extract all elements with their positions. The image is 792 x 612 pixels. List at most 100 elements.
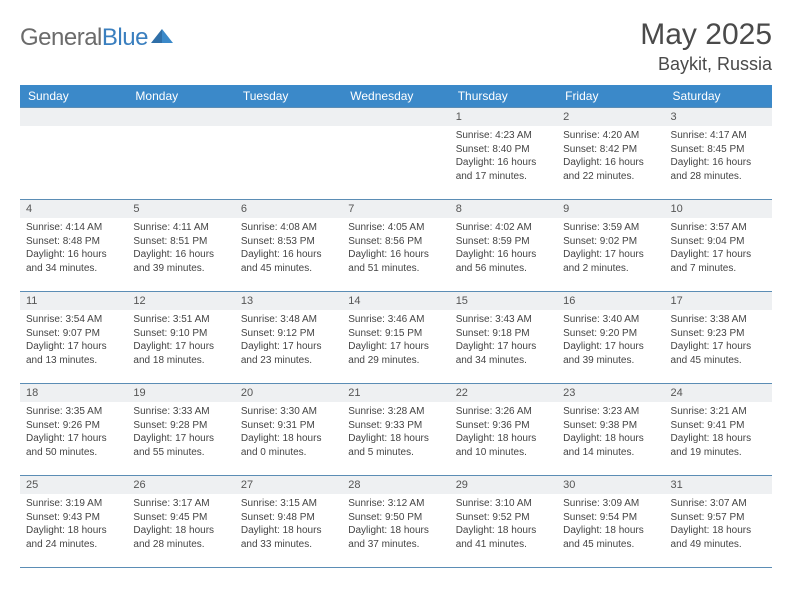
day-number-empty (127, 108, 234, 126)
calendar-cell: 20Sunrise: 3:30 AMSunset: 9:31 PMDayligh… (235, 384, 342, 476)
day-number: 31 (665, 476, 772, 494)
day-number: 18 (20, 384, 127, 402)
weekday-header: Sunday (20, 85, 127, 108)
calendar-cell: 9Sunrise: 3:59 AMSunset: 9:02 PMDaylight… (557, 200, 664, 292)
calendar-cell: 1Sunrise: 4:23 AMSunset: 8:40 PMDaylight… (450, 108, 557, 200)
day-number: 9 (557, 200, 664, 218)
day-number: 13 (235, 292, 342, 310)
calendar-cell: 13Sunrise: 3:48 AMSunset: 9:12 PMDayligh… (235, 292, 342, 384)
calendar-head: SundayMondayTuesdayWednesdayThursdayFrid… (20, 85, 772, 108)
calendar-cell (235, 108, 342, 200)
location: Baykit, Russia (640, 54, 772, 75)
calendar-cell: 12Sunrise: 3:51 AMSunset: 9:10 PMDayligh… (127, 292, 234, 384)
day-details: Sunrise: 3:46 AMSunset: 9:15 PMDaylight:… (342, 310, 449, 371)
weekday-header: Tuesday (235, 85, 342, 108)
weekday-header: Saturday (665, 85, 772, 108)
day-number: 3 (665, 108, 772, 126)
calendar-cell: 5Sunrise: 4:11 AMSunset: 8:51 PMDaylight… (127, 200, 234, 292)
day-number: 23 (557, 384, 664, 402)
month-title: May 2025 (640, 18, 772, 52)
day-details: Sunrise: 3:17 AMSunset: 9:45 PMDaylight:… (127, 494, 234, 555)
day-number: 4 (20, 200, 127, 218)
weekday-header: Wednesday (342, 85, 449, 108)
calendar-cell: 23Sunrise: 3:23 AMSunset: 9:38 PMDayligh… (557, 384, 664, 476)
calendar-cell (127, 108, 234, 200)
calendar-cell: 22Sunrise: 3:26 AMSunset: 9:36 PMDayligh… (450, 384, 557, 476)
day-details: Sunrise: 4:02 AMSunset: 8:59 PMDaylight:… (450, 218, 557, 279)
calendar-cell: 26Sunrise: 3:17 AMSunset: 9:45 PMDayligh… (127, 476, 234, 568)
calendar-cell: 14Sunrise: 3:46 AMSunset: 9:15 PMDayligh… (342, 292, 449, 384)
day-number: 20 (235, 384, 342, 402)
day-details: Sunrise: 3:19 AMSunset: 9:43 PMDaylight:… (20, 494, 127, 555)
calendar-cell: 3Sunrise: 4:17 AMSunset: 8:45 PMDaylight… (665, 108, 772, 200)
day-details: Sunrise: 3:54 AMSunset: 9:07 PMDaylight:… (20, 310, 127, 371)
day-number: 19 (127, 384, 234, 402)
calendar-cell (20, 108, 127, 200)
day-number: 15 (450, 292, 557, 310)
day-details: Sunrise: 3:51 AMSunset: 9:10 PMDaylight:… (127, 310, 234, 371)
calendar-cell: 2Sunrise: 4:20 AMSunset: 8:42 PMDaylight… (557, 108, 664, 200)
day-number: 26 (127, 476, 234, 494)
calendar-table: SundayMondayTuesdayWednesdayThursdayFrid… (20, 85, 772, 568)
calendar-cell: 31Sunrise: 3:07 AMSunset: 9:57 PMDayligh… (665, 476, 772, 568)
day-number: 12 (127, 292, 234, 310)
day-number: 10 (665, 200, 772, 218)
day-details: Sunrise: 3:59 AMSunset: 9:02 PMDaylight:… (557, 218, 664, 279)
calendar-cell: 29Sunrise: 3:10 AMSunset: 9:52 PMDayligh… (450, 476, 557, 568)
day-number: 24 (665, 384, 772, 402)
header: GeneralBlue May 2025 Baykit, Russia (20, 18, 772, 75)
day-number: 11 (20, 292, 127, 310)
calendar-cell: 25Sunrise: 3:19 AMSunset: 9:43 PMDayligh… (20, 476, 127, 568)
day-details: Sunrise: 3:48 AMSunset: 9:12 PMDaylight:… (235, 310, 342, 371)
day-details: Sunrise: 3:38 AMSunset: 9:23 PMDaylight:… (665, 310, 772, 371)
day-details: Sunrise: 3:23 AMSunset: 9:38 PMDaylight:… (557, 402, 664, 463)
day-number: 28 (342, 476, 449, 494)
calendar-cell: 19Sunrise: 3:33 AMSunset: 9:28 PMDayligh… (127, 384, 234, 476)
day-details: Sunrise: 3:15 AMSunset: 9:48 PMDaylight:… (235, 494, 342, 555)
day-details: Sunrise: 3:07 AMSunset: 9:57 PMDaylight:… (665, 494, 772, 555)
brand-logo: GeneralBlue (20, 24, 173, 52)
day-details: Sunrise: 3:26 AMSunset: 9:36 PMDaylight:… (450, 402, 557, 463)
day-details: Sunrise: 4:14 AMSunset: 8:48 PMDaylight:… (20, 218, 127, 279)
day-number: 21 (342, 384, 449, 402)
day-number: 27 (235, 476, 342, 494)
day-number: 6 (235, 200, 342, 218)
day-number: 17 (665, 292, 772, 310)
day-details: Sunrise: 4:08 AMSunset: 8:53 PMDaylight:… (235, 218, 342, 279)
day-details: Sunrise: 3:21 AMSunset: 9:41 PMDaylight:… (665, 402, 772, 463)
day-details: Sunrise: 4:11 AMSunset: 8:51 PMDaylight:… (127, 218, 234, 279)
calendar-cell: 24Sunrise: 3:21 AMSunset: 9:41 PMDayligh… (665, 384, 772, 476)
day-number: 2 (557, 108, 664, 126)
weekday-header: Friday (557, 85, 664, 108)
day-details: Sunrise: 3:09 AMSunset: 9:54 PMDaylight:… (557, 494, 664, 555)
day-details: Sunrise: 3:30 AMSunset: 9:31 PMDaylight:… (235, 402, 342, 463)
calendar-cell: 17Sunrise: 3:38 AMSunset: 9:23 PMDayligh… (665, 292, 772, 384)
day-number: 14 (342, 292, 449, 310)
day-details: Sunrise: 3:40 AMSunset: 9:20 PMDaylight:… (557, 310, 664, 371)
calendar-cell: 16Sunrise: 3:40 AMSunset: 9:20 PMDayligh… (557, 292, 664, 384)
brand-blue: Blue (102, 24, 148, 51)
brand-general: General (20, 24, 102, 51)
calendar-cell (342, 108, 449, 200)
calendar-cell: 10Sunrise: 3:57 AMSunset: 9:04 PMDayligh… (665, 200, 772, 292)
brand-mark-icon (151, 25, 173, 48)
calendar-cell: 6Sunrise: 4:08 AMSunset: 8:53 PMDaylight… (235, 200, 342, 292)
day-details: Sunrise: 3:33 AMSunset: 9:28 PMDaylight:… (127, 402, 234, 463)
calendar-cell: 30Sunrise: 3:09 AMSunset: 9:54 PMDayligh… (557, 476, 664, 568)
calendar-cell: 28Sunrise: 3:12 AMSunset: 9:50 PMDayligh… (342, 476, 449, 568)
day-number: 16 (557, 292, 664, 310)
calendar-cell: 8Sunrise: 4:02 AMSunset: 8:59 PMDaylight… (450, 200, 557, 292)
day-details: Sunrise: 4:05 AMSunset: 8:56 PMDaylight:… (342, 218, 449, 279)
day-number: 5 (127, 200, 234, 218)
day-number: 7 (342, 200, 449, 218)
title-block: May 2025 Baykit, Russia (640, 18, 772, 75)
day-number-empty (20, 108, 127, 126)
calendar-body: 1Sunrise: 4:23 AMSunset: 8:40 PMDaylight… (20, 108, 772, 568)
calendar-cell: 11Sunrise: 3:54 AMSunset: 9:07 PMDayligh… (20, 292, 127, 384)
calendar-cell: 15Sunrise: 3:43 AMSunset: 9:18 PMDayligh… (450, 292, 557, 384)
calendar-cell: 4Sunrise: 4:14 AMSunset: 8:48 PMDaylight… (20, 200, 127, 292)
calendar-cell: 21Sunrise: 3:28 AMSunset: 9:33 PMDayligh… (342, 384, 449, 476)
day-details: Sunrise: 3:57 AMSunset: 9:04 PMDaylight:… (665, 218, 772, 279)
day-details: Sunrise: 3:35 AMSunset: 9:26 PMDaylight:… (20, 402, 127, 463)
brand-text: GeneralBlue (20, 24, 148, 52)
